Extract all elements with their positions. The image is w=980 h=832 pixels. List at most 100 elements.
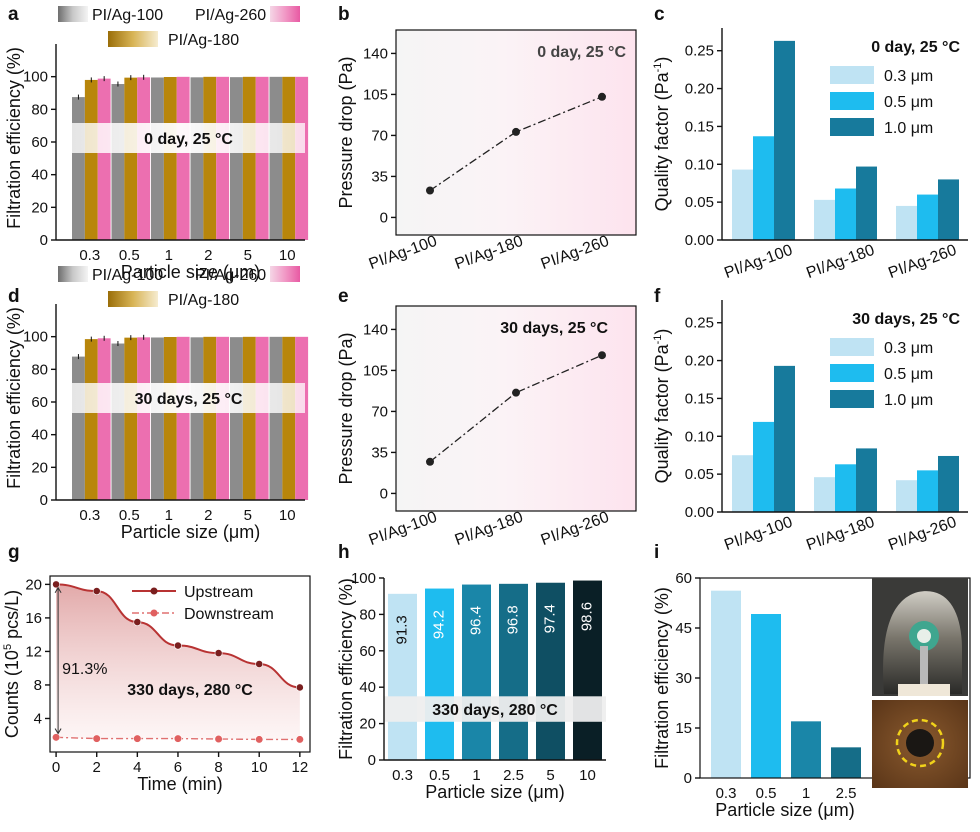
legend-swatch-PI/Ag-100 [58, 266, 88, 282]
panel-d-chart: 0.3 0.5 1 2 5 10 30 days, 25 °C 0 20 40 60 80 100Fil… [4, 266, 309, 542]
mask-photo [872, 578, 968, 696]
y-tick-label: 35 [371, 444, 388, 461]
data-label: 96.8 [504, 605, 521, 634]
y-tick-label: 140 [363, 45, 388, 62]
bar-a-series0-10 [269, 76, 283, 240]
x-tick-label: 10 [279, 247, 296, 264]
legend-label: 1.0 μm [884, 392, 933, 409]
y-tick-label: 100 [23, 69, 48, 86]
panel-label-i: i [654, 542, 659, 563]
y-tick-label: 0.00 [685, 504, 714, 521]
bar-d-series2-5 [255, 336, 269, 500]
y-axis-title-text: Quality factor (Pa [652, 71, 672, 211]
y-tick-label: 0 [368, 752, 376, 769]
arrow-head-down [54, 728, 62, 735]
downstream-point [92, 734, 101, 743]
legend-label: PI/Ag-260 [195, 7, 266, 24]
upstream-point [52, 580, 60, 589]
bar-c-PI/Ag-100-2 [774, 40, 795, 240]
x-tick-label: 2 [93, 759, 101, 776]
y-tick-label: 0 [40, 492, 48, 509]
bar-h-2.5 [499, 583, 528, 760]
x-tick-label: 5 [244, 247, 252, 264]
legend-swatch-PI/Ag-180 [108, 31, 158, 47]
y-axis-title-end: pcs/L) [2, 590, 22, 644]
upstream-point [133, 618, 142, 626]
y-axis-title-text: Quality factor (Pa [652, 343, 672, 483]
y-tick-label: 0.20 [685, 353, 714, 370]
y-tick-label: 60 [31, 394, 48, 411]
bar-c-PI/Ag-260-1 [917, 194, 938, 240]
y-axis-title: Filtration efficiency (%) [4, 307, 24, 489]
y-tick-label: 40 [31, 427, 48, 444]
data-point-PI/Ag-180 [512, 388, 520, 397]
y-axis-title-text: Pressure drop (Pa) [336, 56, 356, 208]
annotation-text: 330 days, 280 °C [127, 682, 253, 699]
y-tick-label: 60 [359, 643, 376, 660]
y-tick-label: 20 [25, 576, 42, 593]
y-axis-title-end: ) [652, 329, 672, 335]
panel-c-chart: PI/Ag-100 PI/Ag-180 PI/Ag-260 0.00 0.05 0.10 0… [652, 28, 968, 282]
legend-label: 0.3 μm [884, 68, 933, 85]
x-tick-label: 5 [546, 767, 554, 784]
bar-a-series2-0.3 [97, 78, 111, 240]
y-tick-label: 0.10 [685, 156, 714, 173]
bar-f-PI/Ag-260-1 [917, 470, 938, 512]
legend-label: 1.0 μm [884, 120, 933, 137]
panel-h-chart: 91.3 0.3 94.2 0.5 96.4 1 96.8 2.5 97.4 5 98.6 10 330… [336, 570, 606, 802]
panel-label-d: d [8, 286, 20, 307]
x-tick-label: PI/Ag-260 [886, 514, 959, 554]
annotation-text: 0 day, 25 °C [144, 131, 233, 148]
x-tick-label: PI/Ag-100 [722, 242, 795, 282]
bar-h-5 [536, 582, 565, 760]
y-tick-label: 8 [34, 677, 42, 694]
panel-b-chart: PI/Ag-100 PI/Ag-180 PI/Ag-260 0 35 70 105 140 Pr… [336, 29, 637, 273]
x-tick-label: PI/Ag-100 [722, 514, 795, 554]
bar-h-0.3 [388, 593, 417, 760]
bar-f-PI/Ag-100-0 [732, 455, 753, 512]
y-tick-label: 70 [371, 403, 388, 420]
y-axis-title: Pressure drop (Pa) [336, 56, 356, 208]
bar-h-10 [573, 580, 602, 760]
bar-c-PI/Ag-180-0 [814, 199, 835, 240]
y-tick-label: 20 [31, 199, 48, 216]
bar-a-series1-0.3 [84, 79, 98, 240]
y-axis-title-text: Counts (10 [2, 650, 22, 738]
data-point-PI/Ag-260 [598, 351, 606, 360]
bar-c-PI/Ag-260-0 [896, 205, 917, 240]
bar-c-PI/Ag-260-2 [938, 179, 959, 240]
y-tick-label: 100 [23, 329, 48, 346]
bar-a-series1-2 [203, 76, 217, 240]
x-tick-label: PI/Ag-180 [453, 233, 526, 273]
bar-d-series1-1 [163, 336, 177, 500]
legend-swatch [830, 118, 874, 136]
plot-background [396, 306, 636, 511]
x-tick-label: 8 [214, 759, 222, 776]
data-label: 96.4 [467, 606, 484, 635]
y-tick-label: 0.05 [685, 466, 714, 483]
y-axis-title-text: Filtration efficiency (%) [4, 307, 24, 489]
y-tick-label: 0 [40, 232, 48, 249]
legend-label: Upstream [184, 584, 253, 601]
y-tick-label: 16 [25, 610, 42, 627]
x-tick-label: 0 [52, 759, 60, 776]
bar-a-series0-0.3 [72, 97, 85, 240]
y-tick-label: 40 [359, 679, 376, 696]
legend-label: 0.3 μm [884, 340, 933, 357]
bar-f-PI/Ag-180-1 [835, 464, 856, 512]
bar-a-series2-10 [295, 76, 309, 240]
legend-marker-upstream [150, 587, 158, 595]
bar-a-series1-5 [242, 76, 256, 240]
bar-f-PI/Ag-100-2 [774, 365, 795, 512]
bar-f-PI/Ag-180-0 [814, 477, 835, 512]
downstream-point [255, 735, 264, 744]
bar-a-series0-1 [151, 77, 164, 240]
bar-d-series0-0.3 [72, 356, 85, 500]
pressure-line [429, 354, 603, 463]
y-axis-title-text: Filtration efficiency (%) [4, 47, 24, 229]
bar-f-PI/Ag-180-2 [856, 448, 877, 512]
x-tick-label: PI/Ag-260 [539, 509, 612, 549]
downstream-point [133, 734, 142, 743]
upstream-point [295, 683, 304, 692]
y-tick-label: 60 [31, 134, 48, 151]
